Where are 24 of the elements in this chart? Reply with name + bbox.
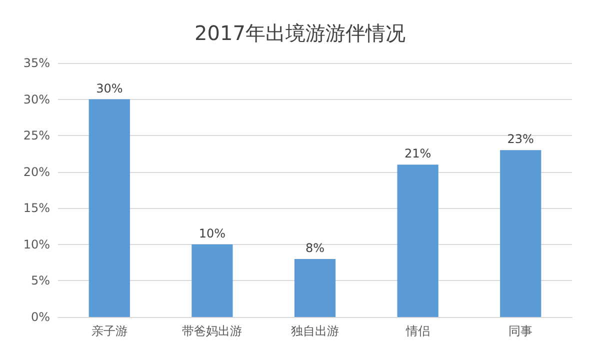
bar: [294, 258, 336, 317]
data-label: 10%: [198, 226, 226, 240]
data-label: 23%: [507, 132, 534, 146]
y-tick-label: 30%: [23, 92, 50, 106]
data-label: 30%: [96, 81, 123, 96]
x-tick-label: 同事: [508, 324, 533, 338]
chart-title: 2017年出境游游伴情况: [194, 21, 406, 45]
y-tick-label: 5%: [30, 274, 50, 288]
y-tick-label: 25%: [23, 128, 50, 143]
y-tick-label: 10%: [23, 237, 50, 252]
x-tick-label: 独自出游: [291, 324, 339, 338]
bar: [88, 99, 130, 317]
x-tick-label: 亲子游: [91, 324, 128, 338]
y-tick-label: 0%: [30, 310, 50, 324]
bar: [192, 244, 233, 317]
y-tick-label: 35%: [23, 56, 50, 70]
y-tick-label: 15%: [23, 201, 50, 216]
y-tick-label: 20%: [23, 164, 50, 179]
x-tick-label: 情侣: [404, 324, 430, 338]
data-label: 8%: [305, 240, 325, 255]
bar: [397, 164, 438, 317]
data-label: 21%: [404, 146, 432, 161]
bar: [500, 150, 542, 317]
x-tick-label: 带爸妈出游: [182, 324, 242, 338]
